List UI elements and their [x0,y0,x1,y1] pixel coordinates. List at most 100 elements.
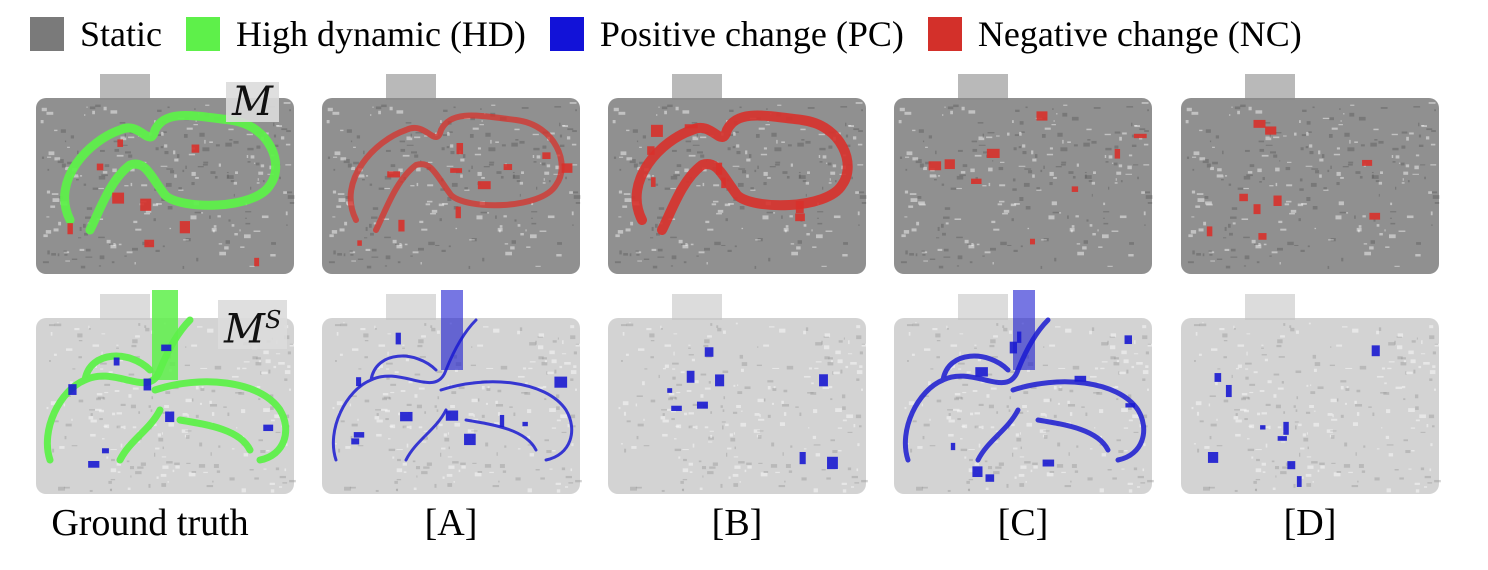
static-texture-point [374,328,377,330]
static-texture-point [134,262,136,265]
static-texture-point [733,384,736,387]
static-texture-point [136,441,141,443]
static-texture-point [932,327,938,331]
static-texture-point [1401,131,1408,134]
static-texture-point [806,233,810,236]
static-texture-point [1293,405,1296,408]
static-texture-point [1205,201,1212,205]
static-texture-point [464,187,468,190]
static-texture-point [750,187,754,190]
static-texture-point [573,365,577,368]
static-texture-point [1022,144,1026,148]
static-texture-point [440,188,445,191]
static-texture-point [244,217,247,219]
static-texture-point [858,130,863,133]
static-texture-point [1013,147,1017,151]
static-texture-point [214,175,218,179]
static-texture-point [1269,151,1276,154]
static-texture-point [1025,206,1031,210]
static-texture-point [1212,161,1218,165]
static-texture-point [556,489,561,493]
static-texture-point [1210,423,1217,427]
static-texture-point [1277,426,1282,429]
static-texture-point [337,193,345,195]
static-texture-point [1192,168,1195,171]
static-texture-point [183,239,189,241]
static-texture-point [911,228,917,232]
static-texture-point [845,365,849,369]
static-texture-point [1241,393,1248,396]
positive-change-object [1371,345,1380,357]
static-texture-point [996,323,999,326]
static-texture-point [471,165,473,169]
static-texture-point [667,104,673,108]
static-texture-point [287,351,291,355]
static-texture-point [144,212,150,215]
static-texture-point [1430,443,1433,447]
static-texture-point [725,218,728,222]
static-texture-point [1199,129,1203,132]
static-texture-point [974,344,977,346]
static-texture-point [1331,462,1336,464]
static-texture-point [636,140,639,143]
static-texture-point [1360,144,1365,147]
static-texture-point [41,107,47,112]
static-texture-point [1065,328,1072,333]
static-texture-point [415,132,423,134]
static-texture-point [1306,196,1311,201]
static-texture-point [154,120,156,124]
static-texture-point [1350,104,1355,106]
static-texture-point [1401,145,1406,149]
negative-change-object [1029,238,1035,245]
static-texture-point [1428,191,1432,194]
static-texture-point [286,224,288,226]
static-texture-point [1137,475,1144,479]
static-texture-point [378,110,381,115]
static-texture-point [1131,365,1135,369]
static-texture-point [84,114,86,116]
static-texture-point [1094,367,1099,370]
static-texture-point [620,151,627,156]
static-texture-point [1118,371,1120,375]
static-texture-point [803,224,807,227]
static-texture-point [1301,134,1307,137]
static-texture-point [567,423,570,428]
static-texture-point [477,398,480,402]
static-texture-point [441,147,445,151]
static-texture-point [145,209,152,213]
static-texture-point [758,418,765,421]
static-texture-point [1347,163,1353,166]
static-texture-point [1076,163,1079,167]
positive-change-object [1225,384,1232,398]
static-texture-point [540,477,545,480]
static-texture-point [1306,456,1312,458]
static-texture-point [52,198,60,202]
static-texture-point [474,472,482,477]
static-texture-point [446,473,453,477]
static-texture-point [1376,448,1380,450]
static-texture-point [1354,215,1356,219]
static-texture-point [1424,475,1431,479]
static-texture-point [754,265,757,269]
static-texture-point [1074,470,1079,473]
static-texture-point [1301,203,1307,205]
static-texture-point [1123,359,1129,364]
static-texture-point [1023,182,1030,187]
static-texture-point [447,456,453,458]
static-texture-point [532,133,539,136]
static-texture-point [328,261,335,264]
static-texture-point [1203,486,1211,491]
positive-change-object [985,474,995,482]
static-texture-point [430,212,436,215]
static-texture-point [704,387,711,390]
static-texture-point [396,110,404,114]
static-texture-point [1311,461,1318,464]
static-texture-point [774,147,782,152]
static-texture-point [1053,385,1057,390]
negative-change-object [117,139,124,147]
static-texture-point [757,238,763,242]
static-texture-point [1036,187,1040,190]
static-texture-point [1310,182,1317,187]
static-texture-point [195,176,199,179]
static-texture-point [838,449,842,452]
